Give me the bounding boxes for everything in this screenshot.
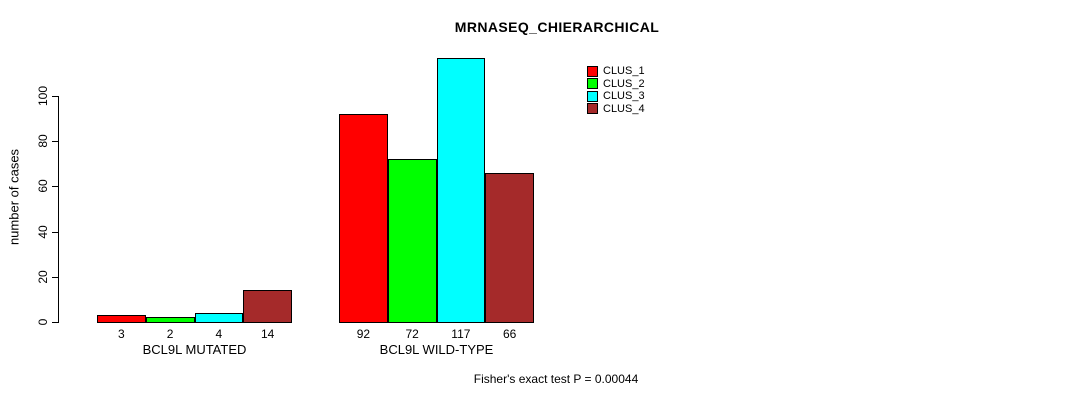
- y-axis-title: number of cases: [6, 148, 22, 246]
- bar-value-label: 66: [502, 327, 517, 341]
- y-tick: [52, 96, 58, 97]
- y-tick: [52, 186, 58, 188]
- bar-value-label: 72: [405, 327, 419, 341]
- bar-clus_4-mutated: [243, 290, 292, 323]
- y-axis-line: [58, 96, 59, 323]
- y-tick-label: 60: [36, 179, 50, 194]
- bar-clus_3-mutated: [194, 312, 244, 323]
- legend: CLUS_1 CLUS_2 CLUS_3 CLUS_4: [587, 65, 645, 115]
- bar-clus_1-wild-type: [339, 114, 388, 323]
- y-tick: [52, 231, 58, 233]
- legend-swatch-icon: [587, 90, 598, 102]
- bar-clus_2-wild-type: [387, 159, 437, 323]
- legend-item-clus_1: CLUS_1: [587, 65, 645, 78]
- bar-clus_1-mutated: [97, 315, 146, 323]
- legend-label: CLUS_4: [603, 102, 645, 115]
- bar-clus_4-wild-type: [485, 172, 534, 323]
- legend-label: CLUS_1: [603, 65, 645, 77]
- bar-value-label: 117: [451, 327, 471, 341]
- legend-swatch-icon: [587, 78, 598, 90]
- bar-value-label: 3: [118, 327, 125, 341]
- y-tick-label: 100: [36, 85, 50, 107]
- bar-clus_2-mutated: [145, 317, 195, 323]
- legend-item-clus_2: CLUS_2: [587, 78, 645, 91]
- bar-value-label: 2: [166, 327, 174, 341]
- group-label: BCL9L WILD-TYPE: [379, 342, 494, 357]
- y-tick: [52, 141, 58, 143]
- y-tick: [52, 276, 58, 278]
- y-tick-label: 80: [36, 134, 50, 148]
- legend-label: CLUS_2: [603, 77, 645, 90]
- legend-swatch-icon: [587, 103, 598, 115]
- chart-title: MRNASEQ_CHIERARCHICAL: [454, 19, 660, 35]
- group-label: BCL9L MUTATED: [142, 342, 247, 357]
- bar-value-label: 92: [356, 327, 371, 341]
- y-tick-label: 40: [36, 224, 50, 239]
- y-tick-label: 0: [36, 318, 50, 326]
- legend-item-clus_4: CLUS_4: [587, 103, 645, 116]
- fisher-test-note: Fisher's exact test P = 0.00044: [473, 372, 639, 386]
- legend-label: CLUS_3: [603, 90, 645, 102]
- y-tick-label: 20: [36, 270, 50, 284]
- y-tick: [52, 322, 58, 323]
- bar-value-label: 14: [260, 327, 275, 341]
- legend-swatch-icon: [587, 65, 598, 77]
- bar-value-label: 4: [215, 327, 223, 341]
- bar-clus_3-wild-type: [436, 57, 486, 323]
- legend-item-clus_3: CLUS_3: [587, 90, 645, 103]
